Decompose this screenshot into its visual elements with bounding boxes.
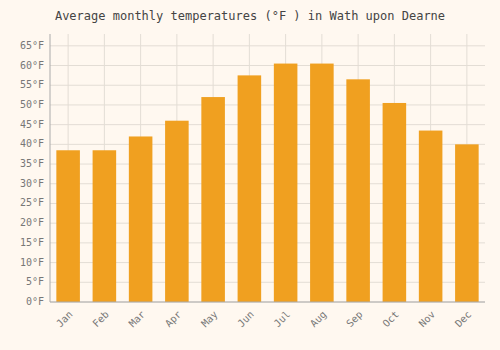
y-grid-line: [50, 124, 485, 125]
y-tick-label: 50°F: [20, 99, 44, 110]
bar: [129, 136, 153, 302]
bar: [165, 121, 189, 302]
bar: [310, 64, 334, 302]
y-tick-label: 40°F: [20, 138, 44, 149]
bar: [455, 144, 479, 302]
axes: 0°F 5°F 10°F 15°F 20°F 25°F 30°F 35°F 40°F 45°F 50…: [20, 34, 485, 329]
bars: [56, 64, 478, 302]
y-tick-label: 30°F: [20, 178, 44, 189]
y-tick-label: 0°F: [26, 296, 44, 307]
y-tick-label: 5°F: [26, 276, 44, 287]
y-grid-line: [50, 85, 485, 86]
x-axis-line: [50, 302, 485, 303]
x-tick-label: Oct: [380, 309, 401, 330]
bar: [383, 103, 407, 302]
y-grid-line: [50, 65, 485, 66]
y-grid-line: [50, 45, 485, 46]
bar: [201, 97, 225, 302]
bar: [56, 150, 80, 302]
x-tick-label: Dec: [453, 309, 474, 330]
x-tick-label: May: [199, 309, 220, 330]
y-tick-label: 60°F: [20, 60, 44, 71]
x-tick-label: Jun: [235, 309, 256, 330]
title: Average monthly temperatures (°F ) in Wa…: [55, 9, 445, 23]
y-tick-label: 15°F: [20, 237, 44, 248]
y-tick-label: 20°F: [20, 217, 44, 228]
bar: [238, 75, 262, 302]
y-grid-line: [50, 104, 485, 105]
y-grid-line: [50, 302, 485, 303]
y-tick-label: 45°F: [20, 119, 44, 130]
y-tick-label: 55°F: [20, 79, 44, 90]
bar: [93, 150, 117, 302]
bar: [346, 79, 370, 302]
bar: [274, 64, 298, 302]
y-tick-label: 10°F: [20, 257, 44, 268]
x-tick-label: Sep: [344, 309, 365, 330]
bar: [419, 131, 443, 302]
grid: [50, 34, 485, 302]
y-tick-label: 65°F: [20, 40, 44, 51]
x-tick-label: Aug: [308, 309, 329, 330]
y-tick-label: 25°F: [20, 197, 44, 208]
y-tick-label: 35°F: [20, 158, 44, 169]
x-tick-label: Feb: [90, 309, 111, 330]
x-tick-label: Jan: [54, 309, 75, 330]
x-tick-label: Mar: [127, 309, 148, 330]
x-tick-label: Apr: [163, 309, 184, 330]
y-axis-line: [50, 34, 51, 302]
chart: 0°F 5°F 10°F 15°F 20°F 25°F 30°F 35°F 40°F 45°F 50…: [0, 0, 500, 350]
x-tick-label: Nov: [417, 309, 438, 330]
x-tick-label: Jul: [272, 309, 293, 330]
